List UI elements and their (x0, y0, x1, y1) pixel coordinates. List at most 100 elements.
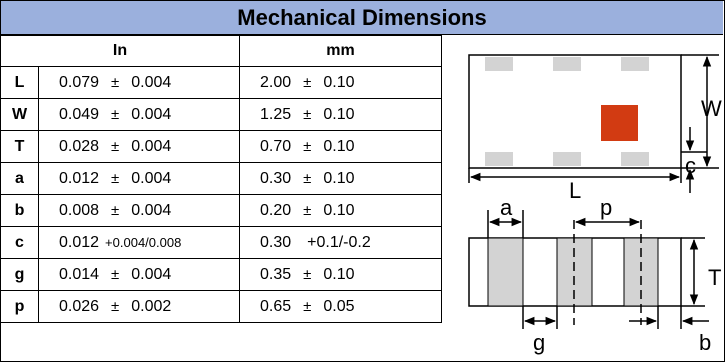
tolerance-value: 0.004 (131, 137, 172, 155)
mm-value-cell: 0.35 ±0.10 (239, 258, 442, 291)
component-drawing: W c L a p T (468, 54, 722, 355)
mm-column-header: mm (239, 35, 442, 67)
nominal-value: 0.012 (59, 233, 100, 251)
plus-minus-symbol: ± (303, 297, 312, 315)
symbol-cell: a (0, 162, 39, 195)
pad (553, 152, 581, 166)
tolerance-value: 0.004 (131, 105, 172, 123)
mm-value-cell: 0.30 +0.1/-0.2 (239, 226, 442, 259)
tolerance-value: 0.10 (323, 105, 355, 123)
inch-value-cell: 0.008 ±0.004 (38, 194, 240, 227)
tolerance-value: 0.002 (131, 297, 172, 315)
inch-value-cell: 0.014 ±0.004 (38, 258, 240, 291)
symbol-cell: c (0, 226, 39, 259)
inch-column-header: In (0, 35, 240, 67)
mm-value-cell: 1.25 ±0.10 (239, 98, 442, 131)
tolerance-value: 0.10 (323, 137, 355, 155)
side-view: a p T g b (468, 195, 721, 355)
table-row: g 0.014 ±0.004 0.35 ±0.10 (0, 258, 442, 291)
table-header-row: In mm (0, 35, 442, 67)
pad (485, 152, 513, 166)
nominal-value: 0.70 (260, 137, 292, 155)
terminal (487, 237, 524, 307)
nominal-value: 0.028 (59, 137, 100, 155)
symbol-cell: p (0, 290, 39, 323)
plus-minus-symbol: ± (303, 201, 312, 219)
tolerance-value: 0.004 (131, 73, 172, 91)
pad (485, 57, 513, 71)
pad (621, 152, 649, 166)
tolerance-value: 0.004 (131, 169, 172, 187)
plus-minus-symbol: ± (303, 265, 312, 283)
plus-minus-symbol: ± (303, 73, 312, 91)
symbol-cell: T (0, 130, 39, 163)
chip-body-outline (468, 54, 682, 169)
top-view: W c L (468, 54, 722, 203)
nominal-value: 0.079 (59, 73, 100, 91)
table-row: p 0.026 ±0.002 0.65 ±0.05 (0, 290, 442, 323)
plus-minus-symbol: ± (111, 265, 120, 283)
symbol-cell: L (0, 66, 39, 99)
nominal-value: 0.20 (260, 201, 292, 219)
w-dimension-label: W (701, 96, 722, 121)
mm-value-cell: 0.70 ±0.10 (239, 130, 442, 163)
nominal-value: 0.35 (260, 265, 292, 283)
tolerance-value: 0.004 (131, 201, 172, 219)
mm-value-cell: 0.30 ±0.10 (239, 162, 442, 195)
nominal-value: 0.65 (260, 297, 292, 315)
table-row: a 0.012 ±0.004 0.30 ±0.10 (0, 162, 442, 195)
side-terminals (487, 237, 659, 307)
plus-minus-symbol: ± (111, 137, 120, 155)
table-row: b 0.008 ±0.004 0.20 ±0.10 (0, 194, 442, 227)
nominal-value: 1.25 (260, 105, 292, 123)
nominal-value: 0.012 (59, 169, 100, 187)
plus-minus-symbol: ± (111, 105, 120, 123)
plus-minus-symbol: ± (303, 169, 312, 187)
inch-value-cell: 0.028 ±0.004 (38, 130, 240, 163)
asymmetric-tolerance: +0.004/0.008 (105, 234, 182, 250)
tolerance-value: 0.10 (323, 201, 355, 219)
tolerance-value: 0.10 (323, 73, 355, 91)
nominal-value: 0.049 (59, 105, 100, 123)
inch-value-cell: 0.079 ±0.004 (38, 66, 240, 99)
plus-minus-symbol: ± (303, 105, 312, 123)
inch-value-cell: 0.049 ±0.004 (38, 98, 240, 131)
g-dimension-label: g (533, 330, 545, 355)
mm-value-cell: 2.00 ±0.10 (239, 66, 442, 99)
nominal-value: 0.008 (59, 201, 100, 219)
plus-minus-symbol: ± (111, 297, 120, 315)
terminal-pads (485, 57, 649, 166)
p-dimension-label: p (600, 195, 612, 220)
plus-minus-symbol: ± (303, 137, 312, 155)
pad (621, 57, 649, 71)
nominal-value: 0.30 (260, 169, 292, 187)
t-dimension-label: T (708, 265, 721, 290)
inch-value-cell: 0.012 ±0.004 (38, 162, 240, 195)
a-dimension-label: a (500, 195, 513, 220)
table-row: L 0.079 ±0.004 2.00 ±0.10 (0, 66, 442, 99)
plus-minus-symbol: ± (111, 201, 120, 219)
nominal-value: 0.014 (59, 265, 100, 283)
page-title: Mechanical Dimensions (1, 1, 723, 35)
inch-value-cell: 0.026 ±0.002 (38, 290, 240, 323)
asymmetric-tolerance: +0.1/-0.2 (307, 233, 371, 251)
table-row: T 0.028 ±0.004 0.70 ±0.10 (0, 130, 442, 163)
c-dimension-label: c (685, 153, 696, 178)
tolerance-value: 0.10 (323, 169, 355, 187)
table-row: c 0.012 +0.004/0.008 0.30 +0.1/-0.2 (0, 226, 442, 259)
tolerance-value: 0.05 (323, 297, 355, 315)
dimensions-table: In mm L 0.079 ±0.004 2.00 ±0.10 W 0.049 ±0.… (0, 35, 442, 323)
symbol-cell: g (0, 258, 39, 291)
plus-minus-symbol: ± (111, 73, 120, 91)
plus-minus-symbol: ± (111, 169, 120, 187)
nominal-value: 2.00 (260, 73, 292, 91)
l-dimension-label: L (569, 178, 581, 203)
mm-value-cell: 0.65 ±0.05 (239, 290, 442, 323)
mm-value-cell: 0.20 ±0.10 (239, 194, 442, 227)
nominal-value: 0.30 (260, 233, 292, 251)
pin1-marker (601, 105, 638, 141)
table-row: W 0.049 ±0.004 1.25 ±0.10 (0, 98, 442, 131)
symbol-cell: b (0, 194, 39, 227)
symbol-cell: W (0, 98, 39, 131)
b-dimension-label: b (699, 330, 711, 355)
